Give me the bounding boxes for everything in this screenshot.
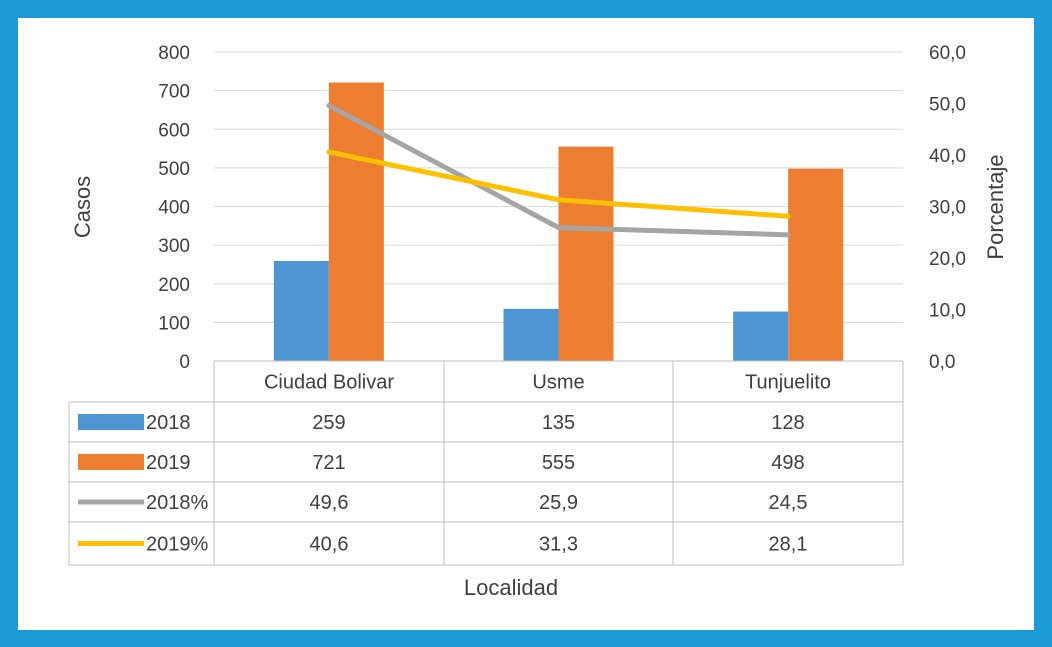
y2-tick-label: 20,0: [929, 249, 966, 270]
chart-frame: 0 100 200 300 400 500 600 700 800 0,0 10,0 20,0 30,0…: [18, 18, 1034, 630]
data-label: 498: [771, 452, 804, 474]
legend-key-2018: [78, 414, 144, 430]
data-label: 555: [542, 452, 575, 474]
y2-tick-label: 0,0: [929, 352, 955, 373]
y-tick-label: 100: [158, 313, 190, 334]
chart-svg: 0 100 200 300 400 500 600 700 800 0,0 10,0 20,0 30,0…: [68, 43, 1008, 600]
bar-2018: [503, 308, 559, 361]
x-category-label: Tunjuelito: [745, 372, 831, 394]
bar-2019: [328, 82, 384, 362]
y2-tick-label: 10,0: [929, 301, 966, 322]
data-label: 40,6: [310, 534, 349, 556]
bars: [273, 82, 844, 362]
data-label: 24,5: [769, 492, 808, 514]
y-tick-label: 700: [158, 82, 190, 103]
y2-tick-label: 30,0: [929, 198, 966, 219]
bar-2018: [273, 260, 329, 361]
x-category-label: Ciudad Bolivar: [264, 372, 394, 394]
legend-label: 2019%: [146, 534, 208, 556]
bar-2018: [733, 311, 789, 361]
y-tick-label: 800: [158, 43, 190, 64]
tick-labels: 0 100 200 300 400 500 600 700 800 0,0 10,0 20,0 30,0…: [158, 43, 966, 373]
y-tick-label: 0: [179, 352, 190, 373]
y2-tick-label: 60,0: [929, 43, 966, 64]
data-label: 25,9: [539, 492, 578, 514]
legend-label: 2018%: [146, 492, 208, 514]
y2-tick-label: 50,0: [929, 95, 966, 116]
y-tick-label: 600: [158, 120, 190, 141]
y2-axis-title: Porcentaje: [983, 154, 1008, 259]
legend-label: 2018: [146, 412, 191, 434]
y2-tick-label: 40,0: [929, 146, 966, 167]
data-label: 135: [542, 412, 575, 434]
y-tick-label: 300: [158, 236, 190, 257]
data-label: 49,6: [310, 492, 349, 514]
x-axis-title: Localidad: [464, 575, 558, 600]
data-label: 128: [771, 412, 804, 434]
legend-label: 2019: [146, 452, 191, 474]
y-tick-label: 500: [158, 159, 190, 180]
data-label: 721: [312, 452, 345, 474]
line-2018-pct: [326, 103, 791, 238]
y-tick-label: 200: [158, 275, 190, 296]
y-tick-label: 400: [158, 198, 190, 219]
legend-key-2019: [78, 454, 144, 470]
bar-2019: [788, 168, 844, 361]
data-label: 31,3: [539, 534, 578, 556]
line-2019-pct: [326, 149, 791, 219]
lines: [326, 103, 791, 238]
y-axis-title: Casos: [70, 176, 95, 238]
x-category-label: Usme: [532, 372, 584, 394]
data-label: 259: [312, 412, 345, 434]
bar-2019: [558, 146, 614, 361]
data-label: 28,1: [769, 534, 808, 556]
data-table: Ciudad Bolivar Usme Tunjuelito 2018 259 135 12…: [68, 360, 904, 566]
